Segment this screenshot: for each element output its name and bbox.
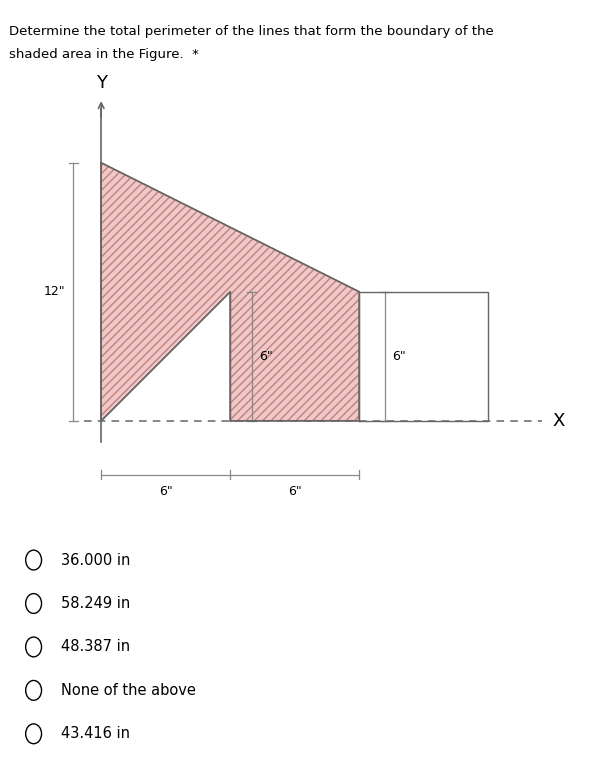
Text: 58.249 in: 58.249 in [61, 596, 130, 611]
Text: Y: Y [96, 74, 107, 91]
Polygon shape [101, 163, 359, 421]
Text: 48.387 in: 48.387 in [61, 639, 130, 655]
Text: Determine the total perimeter of the lines that form the boundary of the: Determine the total perimeter of the lin… [9, 25, 494, 38]
Text: shaded area in the Figure.  *: shaded area in the Figure. * [9, 48, 199, 61]
Text: X: X [553, 411, 565, 430]
Text: 6": 6" [159, 485, 172, 498]
Text: 6": 6" [288, 485, 302, 498]
Text: 43.416 in: 43.416 in [61, 726, 130, 741]
Text: 6": 6" [259, 350, 273, 363]
Text: 12": 12" [44, 285, 66, 298]
Text: 36.000 in: 36.000 in [61, 552, 131, 568]
Text: None of the above: None of the above [61, 683, 196, 698]
Text: 6": 6" [393, 350, 406, 363]
